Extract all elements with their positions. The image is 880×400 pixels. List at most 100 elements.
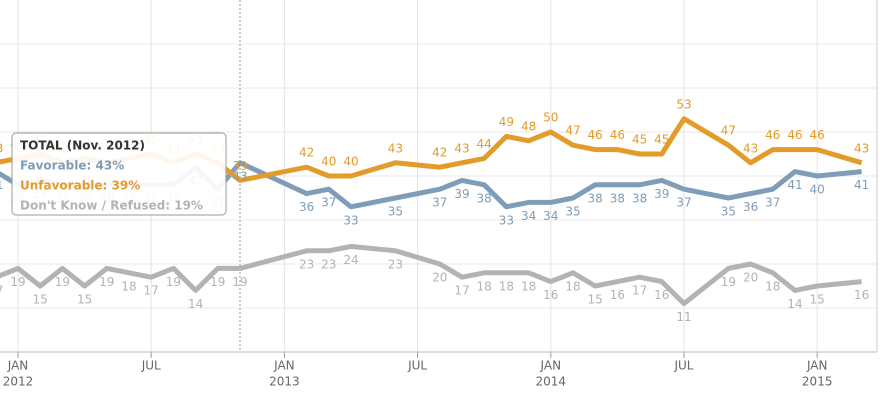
data-label: 34 bbox=[521, 209, 536, 223]
data-label: 37 bbox=[432, 196, 447, 210]
data-label: 50 bbox=[543, 111, 558, 125]
tooltip-line: Don't Know / Refused: 19% bbox=[20, 199, 203, 213]
data-label: 47 bbox=[565, 124, 580, 138]
data-label: 46 bbox=[610, 128, 625, 142]
data-label: 23 bbox=[299, 257, 314, 271]
data-label: 19 bbox=[10, 275, 25, 289]
tooltip-title: TOTAL (Nov. 2012) bbox=[20, 139, 145, 153]
data-label: 24 bbox=[343, 253, 358, 267]
data-label: 43 bbox=[388, 141, 403, 155]
tooltip-line: Favorable: 43% bbox=[20, 159, 124, 173]
data-label: 35 bbox=[388, 205, 403, 219]
x-tick-label: JUL bbox=[407, 359, 427, 373]
data-label: 44 bbox=[477, 137, 492, 151]
data-label: 43 bbox=[232, 169, 247, 183]
data-label: 16 bbox=[543, 288, 558, 302]
series-line bbox=[0, 243, 862, 307]
data-label: 45 bbox=[632, 133, 647, 147]
data-label: 17 bbox=[0, 284, 3, 298]
data-label: 19 bbox=[99, 275, 114, 289]
data-label: 43 bbox=[454, 141, 469, 155]
data-label: 36 bbox=[743, 200, 758, 214]
tooltip-box bbox=[11, 132, 227, 216]
data-label: 37 bbox=[765, 196, 780, 210]
data-label: 14 bbox=[188, 297, 203, 311]
data-label: 38 bbox=[632, 191, 647, 205]
data-label: 42 bbox=[432, 146, 447, 160]
x-tick-label: JAN bbox=[540, 359, 562, 373]
data-label: 39 bbox=[654, 187, 669, 201]
data-label: 39 bbox=[454, 187, 469, 201]
data-label: 11 bbox=[676, 310, 691, 324]
data-label: 43 bbox=[854, 141, 869, 155]
data-label: 41 bbox=[787, 178, 802, 192]
tooltip: TOTAL (Nov. 2012) Favorable: 43% Unfavorab… bbox=[11, 132, 227, 216]
data-label: 38 bbox=[477, 191, 492, 205]
data-label: 34 bbox=[543, 209, 558, 223]
data-label: 38 bbox=[610, 191, 625, 205]
data-label: 39 bbox=[232, 159, 247, 173]
data-label: 18 bbox=[477, 279, 492, 293]
data-label: 14 bbox=[787, 297, 802, 311]
data-label: 45 bbox=[654, 133, 669, 147]
x-tick-year: 2013 bbox=[269, 375, 300, 389]
data-label: 40 bbox=[321, 155, 336, 169]
data-label: 36 bbox=[299, 200, 314, 214]
data-label: 35 bbox=[565, 205, 580, 219]
data-label: 18 bbox=[565, 279, 580, 293]
data-label: 17 bbox=[632, 284, 647, 298]
data-label: 19 bbox=[166, 275, 181, 289]
x-tick-label: JAN bbox=[7, 359, 29, 373]
data-label: 42 bbox=[299, 146, 314, 160]
data-label: 33 bbox=[499, 213, 514, 227]
data-label: 20 bbox=[432, 271, 447, 285]
data-label: 19 bbox=[55, 275, 70, 289]
data-label: 17 bbox=[144, 284, 159, 298]
data-label: 33 bbox=[343, 213, 358, 227]
data-label: 18 bbox=[499, 279, 514, 293]
x-tick-label: JUL bbox=[673, 359, 693, 373]
data-label: 43 bbox=[0, 141, 3, 155]
data-label: 17 bbox=[454, 284, 469, 298]
data-label: 46 bbox=[765, 128, 780, 142]
data-label: 37 bbox=[321, 196, 336, 210]
data-label: 47 bbox=[721, 124, 736, 138]
data-label: 43 bbox=[743, 141, 758, 155]
data-label: 48 bbox=[521, 119, 536, 133]
data-label: 46 bbox=[588, 128, 603, 142]
data-label: 19 bbox=[210, 275, 225, 289]
data-label: 19 bbox=[721, 275, 736, 289]
data-label: 15 bbox=[77, 293, 92, 307]
x-tick-year: 2012 bbox=[3, 375, 34, 389]
data-label: 46 bbox=[787, 128, 802, 142]
x-tick-year: 2015 bbox=[802, 375, 833, 389]
data-label: 23 bbox=[388, 257, 403, 271]
data-label: 15 bbox=[588, 293, 603, 307]
data-label: 15 bbox=[810, 293, 825, 307]
data-label: 41 bbox=[854, 178, 869, 192]
x-tick-label: JAN bbox=[273, 359, 295, 373]
data-label: 37 bbox=[676, 196, 691, 210]
data-label: 18 bbox=[521, 279, 536, 293]
data-label: 38 bbox=[588, 191, 603, 205]
tooltip-line: Unfavorable: 39% bbox=[20, 179, 140, 193]
data-label: 49 bbox=[499, 115, 514, 129]
data-label: 16 bbox=[854, 288, 869, 302]
data-label: 20 bbox=[743, 271, 758, 285]
data-label: 23 bbox=[321, 257, 336, 271]
data-label: 16 bbox=[654, 288, 669, 302]
data-label: 53 bbox=[676, 97, 691, 111]
data-label: 15 bbox=[33, 293, 48, 307]
data-label: 46 bbox=[810, 128, 825, 142]
x-tick-label: JAN bbox=[806, 359, 828, 373]
data-label: 40 bbox=[810, 183, 825, 197]
x-tick-year: 2014 bbox=[536, 375, 567, 389]
data-label: 35 bbox=[721, 205, 736, 219]
data-label: 19 bbox=[232, 275, 247, 289]
data-label: 16 bbox=[610, 288, 625, 302]
data-label: 41 bbox=[0, 178, 3, 192]
x-tick-label: JUL bbox=[141, 359, 161, 373]
data-label: 40 bbox=[343, 155, 358, 169]
